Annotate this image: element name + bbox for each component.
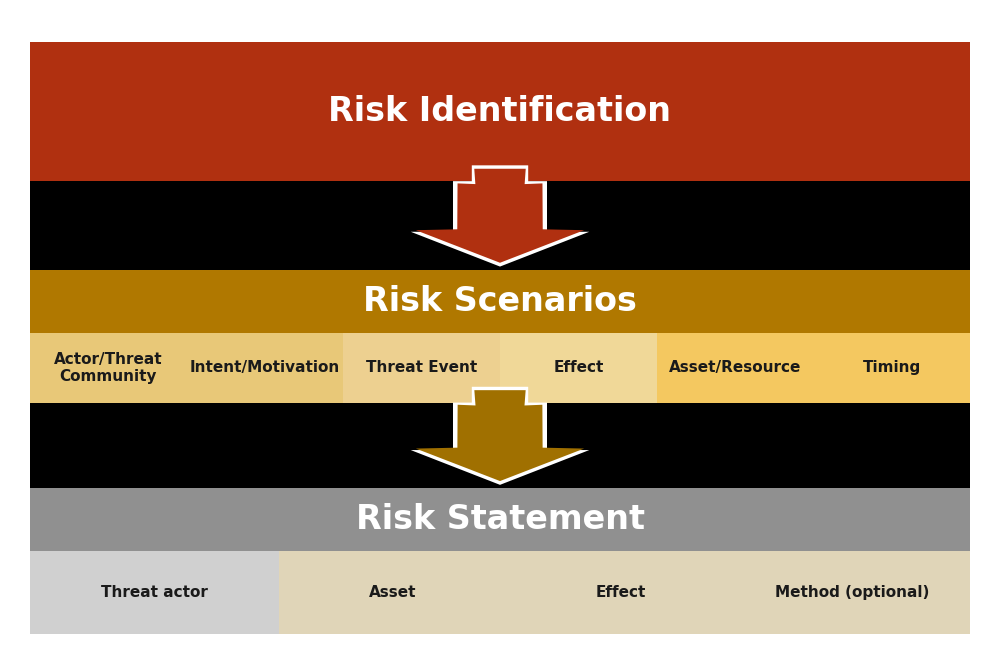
Bar xyxy=(500,333,657,402)
Bar xyxy=(507,551,735,633)
Bar xyxy=(343,333,500,402)
Polygon shape xyxy=(416,168,584,263)
Bar xyxy=(30,551,279,633)
Text: Risk Statement: Risk Statement xyxy=(356,503,644,536)
Polygon shape xyxy=(411,387,589,485)
Polygon shape xyxy=(411,165,589,266)
Bar xyxy=(30,488,970,551)
Text: Risk Identification: Risk Identification xyxy=(328,95,672,128)
Text: Actor/Threat
Community: Actor/Threat Community xyxy=(54,352,163,384)
Bar xyxy=(30,42,970,181)
Text: Method (optional): Method (optional) xyxy=(775,585,930,600)
Polygon shape xyxy=(416,390,584,481)
Bar xyxy=(813,333,970,402)
Bar xyxy=(735,551,970,633)
Text: Timing: Timing xyxy=(863,360,921,376)
Bar xyxy=(657,333,813,402)
Text: Intent/Motivation: Intent/Motivation xyxy=(190,360,340,376)
Bar xyxy=(30,402,970,488)
Bar xyxy=(30,333,187,402)
Text: Risk Scenarios: Risk Scenarios xyxy=(363,285,637,318)
Bar xyxy=(30,181,970,270)
Text: Effect: Effect xyxy=(553,360,604,376)
Text: Effect: Effect xyxy=(596,585,646,600)
Bar xyxy=(279,551,507,633)
Text: Threat actor: Threat actor xyxy=(101,585,208,600)
Bar xyxy=(187,333,343,402)
Text: Asset/Resource: Asset/Resource xyxy=(669,360,801,376)
Bar xyxy=(30,270,970,333)
Text: Threat Event: Threat Event xyxy=(366,360,477,376)
Text: Asset: Asset xyxy=(369,585,417,600)
